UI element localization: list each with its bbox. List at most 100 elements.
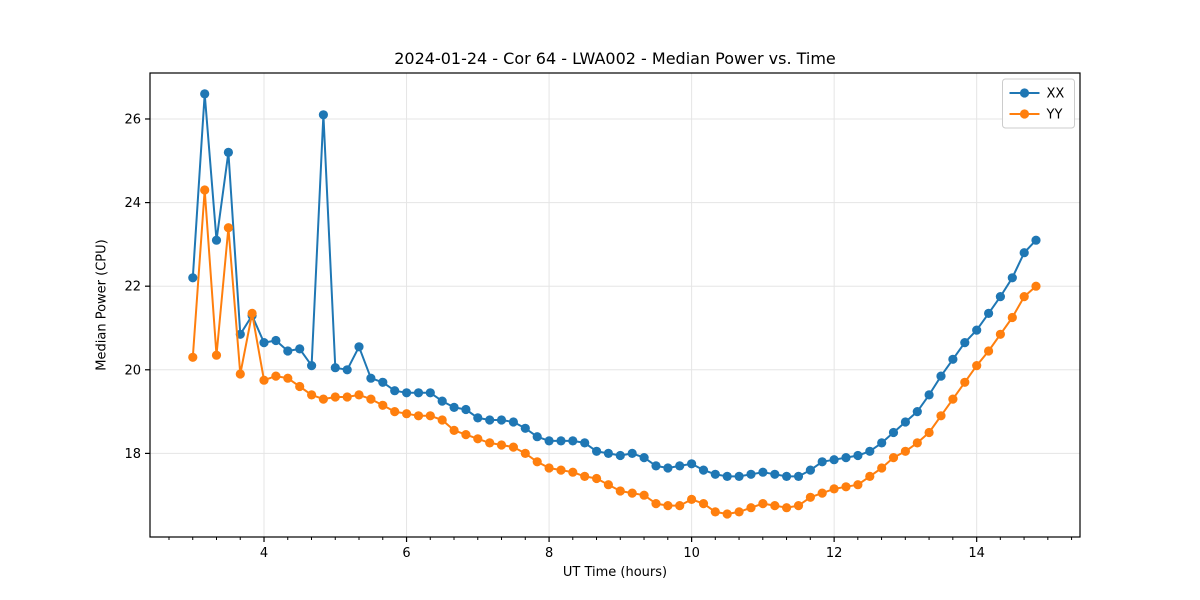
data-point bbox=[307, 390, 317, 400]
data-point bbox=[437, 396, 447, 406]
data-point bbox=[984, 346, 994, 356]
data-point bbox=[972, 325, 982, 335]
x-tick-label: 6 bbox=[402, 546, 410, 561]
data-point bbox=[972, 361, 982, 371]
data-point bbox=[378, 377, 388, 387]
data-point bbox=[960, 338, 970, 348]
data-point bbox=[200, 185, 210, 195]
data-point bbox=[865, 471, 875, 481]
data-point bbox=[817, 488, 827, 498]
data-point bbox=[639, 453, 649, 463]
data-point bbox=[900, 446, 911, 456]
data-point bbox=[342, 365, 352, 375]
data-point bbox=[461, 404, 471, 415]
data-point bbox=[402, 388, 412, 398]
series-yy bbox=[188, 185, 1041, 519]
data-point bbox=[235, 369, 245, 379]
data-point bbox=[354, 390, 364, 400]
data-point bbox=[1007, 273, 1017, 283]
y-tick-label: 20 bbox=[124, 363, 141, 378]
data-point bbox=[912, 438, 922, 448]
y-tick-label: 24 bbox=[124, 196, 141, 211]
y-tick-label: 18 bbox=[124, 447, 141, 462]
data-point bbox=[330, 392, 340, 402]
data-point bbox=[829, 455, 839, 465]
data-point bbox=[211, 350, 222, 360]
data-point bbox=[568, 467, 578, 477]
data-point bbox=[841, 453, 851, 463]
data-point bbox=[948, 394, 958, 404]
x-axis-label: UT Time (hours) bbox=[562, 565, 668, 580]
data-point bbox=[295, 381, 305, 392]
data-point bbox=[1019, 292, 1029, 302]
data-point bbox=[449, 402, 459, 412]
x-tick-label: 8 bbox=[545, 546, 553, 561]
data-point bbox=[283, 346, 293, 356]
data-point bbox=[687, 494, 697, 504]
data-point bbox=[805, 465, 816, 475]
data-point bbox=[318, 394, 328, 404]
data-point bbox=[651, 499, 661, 509]
legend: XX YY bbox=[1002, 78, 1075, 129]
data-point bbox=[307, 361, 317, 371]
data-point bbox=[580, 438, 590, 448]
data-point bbox=[485, 438, 495, 448]
data-point bbox=[758, 467, 768, 477]
data-point bbox=[734, 507, 744, 517]
data-point bbox=[627, 488, 637, 498]
data-point bbox=[508, 417, 518, 427]
data-point bbox=[936, 411, 946, 421]
data-point bbox=[817, 457, 827, 467]
data-point bbox=[223, 147, 233, 157]
data-point bbox=[1031, 235, 1041, 245]
series-xx-line bbox=[191, 92, 1037, 478]
data-point bbox=[295, 344, 305, 354]
data-point bbox=[984, 308, 994, 318]
data-point bbox=[496, 440, 507, 450]
data-point bbox=[888, 427, 899, 438]
data-point bbox=[283, 373, 293, 383]
data-point bbox=[211, 235, 222, 245]
data-point bbox=[354, 342, 364, 352]
data-point bbox=[223, 223, 233, 233]
data-point bbox=[698, 499, 709, 509]
y-tick-label: 22 bbox=[124, 280, 141, 295]
data-point bbox=[639, 490, 649, 500]
y-tick-label: 26 bbox=[124, 112, 141, 127]
data-point bbox=[877, 438, 887, 448]
data-point bbox=[532, 457, 542, 467]
data-point bbox=[675, 461, 685, 471]
data-point bbox=[841, 482, 851, 492]
data-point bbox=[390, 386, 400, 396]
data-point bbox=[318, 110, 328, 120]
data-point bbox=[853, 450, 863, 461]
data-point bbox=[722, 509, 732, 519]
data-point bbox=[770, 469, 780, 479]
data-point bbox=[1019, 248, 1029, 258]
x-tick-label: 10 bbox=[683, 546, 700, 561]
data-point bbox=[948, 354, 958, 364]
chart-title: 2024-01-24 - Cor 64 - LWA002 - Median Po… bbox=[394, 49, 836, 68]
data-point bbox=[496, 415, 507, 425]
series-xx bbox=[188, 89, 1041, 481]
data-point bbox=[271, 335, 281, 346]
legend-label: YY bbox=[1046, 108, 1063, 123]
data-point bbox=[592, 473, 602, 484]
y-axis-label: Median Power (CPU) bbox=[94, 239, 110, 371]
data-point bbox=[1007, 312, 1017, 323]
data-point bbox=[936, 371, 946, 381]
data-point bbox=[461, 430, 471, 440]
data-point bbox=[829, 484, 839, 494]
data-point bbox=[580, 471, 590, 481]
data-point bbox=[782, 503, 792, 513]
x-tick-label: 4 bbox=[260, 546, 268, 561]
data-point bbox=[793, 471, 804, 481]
data-point bbox=[770, 501, 780, 511]
data-point bbox=[853, 480, 863, 490]
data-point bbox=[449, 425, 459, 435]
grid-lines bbox=[150, 73, 1080, 537]
data-point bbox=[366, 394, 376, 404]
data-point bbox=[259, 338, 269, 348]
data-point bbox=[793, 501, 804, 511]
